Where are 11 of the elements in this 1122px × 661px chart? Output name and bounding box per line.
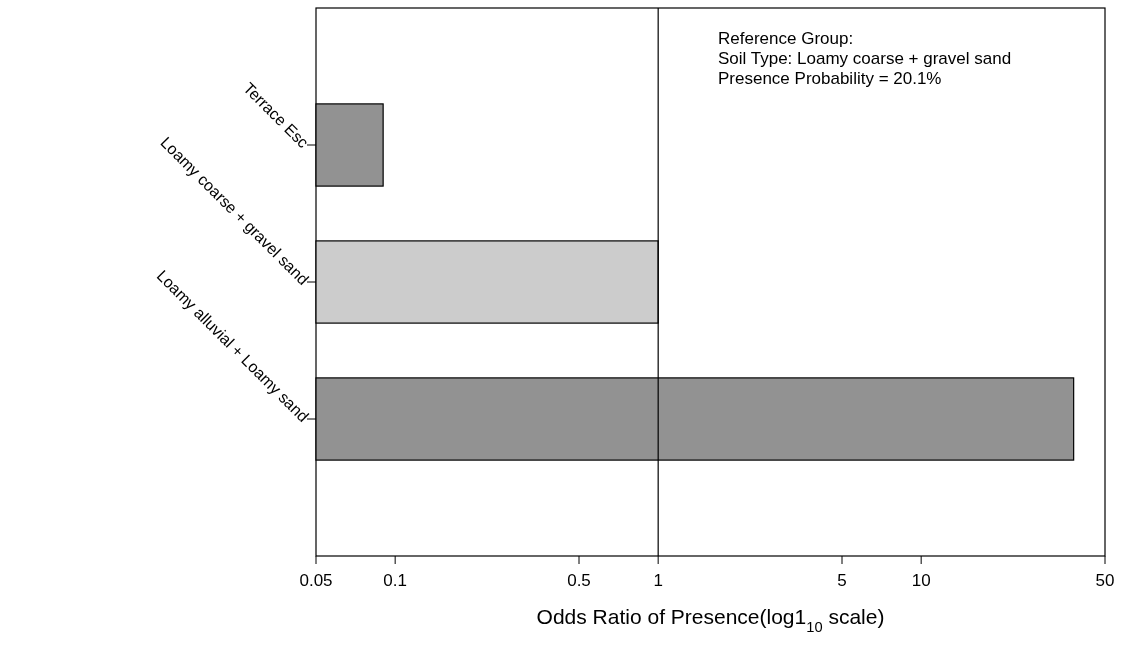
- text: Reference Group:: [718, 29, 854, 48]
- x-tick-label: 10: [911, 571, 931, 590]
- x-tick-label: 1: [653, 571, 663, 590]
- x-tick-label: 5: [837, 571, 847, 590]
- x-tick-label: 0.1: [383, 571, 407, 590]
- x-tick-label: 0.05: [299, 571, 333, 590]
- text: Presence Probability = 20.1%: [718, 69, 942, 88]
- x-tick-label: 0.5: [567, 571, 591, 590]
- text: Soil Type: Loamy coarse + gravel sand: [718, 49, 1012, 68]
- x-axis-title: Odds Ratio of Presence(log1$_{10}$ scale): [536, 605, 885, 635]
- x-tick-label: 50: [1095, 571, 1115, 590]
